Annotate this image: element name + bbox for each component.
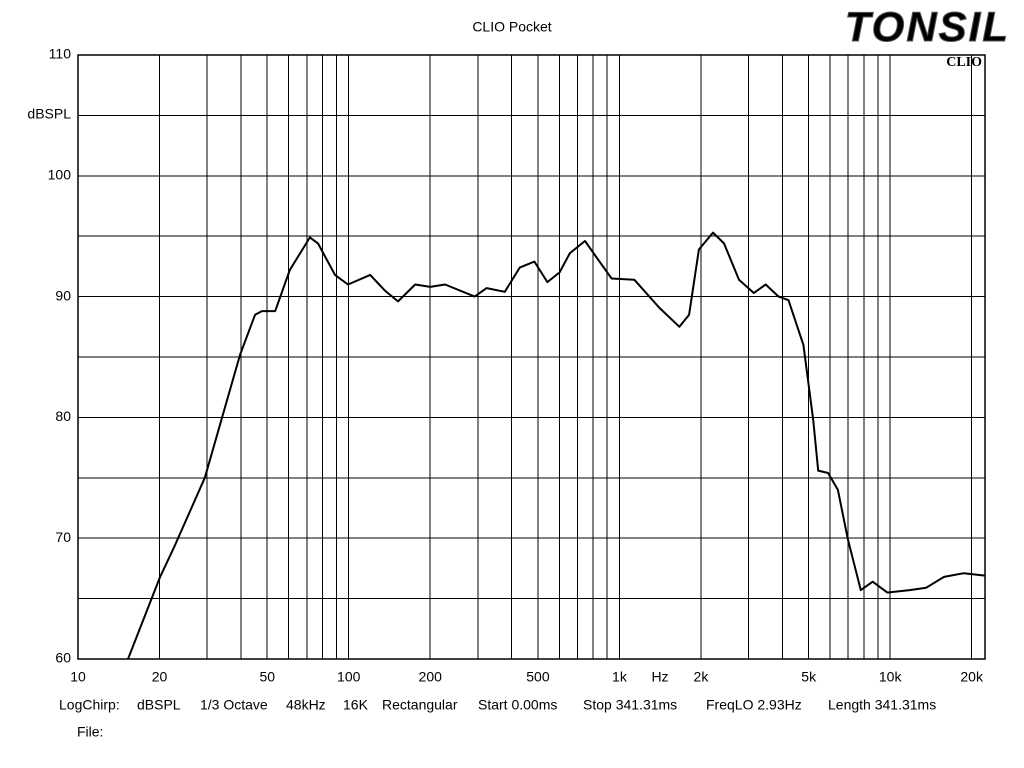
y-tick-label: 100 [48, 167, 72, 183]
x-tick-label: 10k [879, 669, 903, 685]
info-item: LogChirp: [59, 697, 120, 713]
brand-logo: TONSIL [845, 3, 1010, 50]
x-axis-label: Hz [651, 669, 668, 685]
x-tick-label: 2k [694, 669, 710, 685]
info-item: FreqLO 2.93Hz [706, 697, 802, 713]
y-tick-label: 90 [55, 287, 71, 303]
y-tick-label: 80 [55, 408, 71, 424]
x-tick-label: 20k [960, 669, 984, 685]
y-tick-label: 70 [55, 529, 71, 545]
x-tick-label: 500 [526, 669, 550, 685]
plot-frame [77, 54, 986, 660]
x-tick-label: 1k [612, 669, 628, 685]
chart-title: CLIO Pocket [472, 19, 551, 35]
info-item: 16K [343, 697, 369, 713]
info-item: Stop 341.31ms [583, 697, 677, 713]
y-tick-label: 110 [49, 46, 72, 62]
info-item: Rectangular [382, 697, 458, 713]
info-item: Start 0.00ms [478, 697, 557, 713]
y-tick-label: 60 [55, 650, 71, 666]
response-curve [127, 231, 986, 660]
badge: CLIO [946, 55, 982, 70]
x-tick-label: 10 [70, 669, 86, 685]
y-axis-label: dBSPL [27, 106, 71, 122]
info-item: dBSPL [137, 697, 181, 713]
info-item: 48kHz [286, 697, 326, 713]
info-item: 1/3 Octave [200, 697, 268, 713]
x-tick-label: 5k [801, 669, 817, 685]
x-tick-label: 20 [152, 669, 168, 685]
x-tick-label: 50 [259, 669, 275, 685]
x-tick-label: 200 [419, 669, 443, 685]
x-tick-label: 100 [337, 669, 361, 685]
file-label: File: [77, 724, 103, 740]
info-item: Length 341.31ms [828, 697, 936, 713]
